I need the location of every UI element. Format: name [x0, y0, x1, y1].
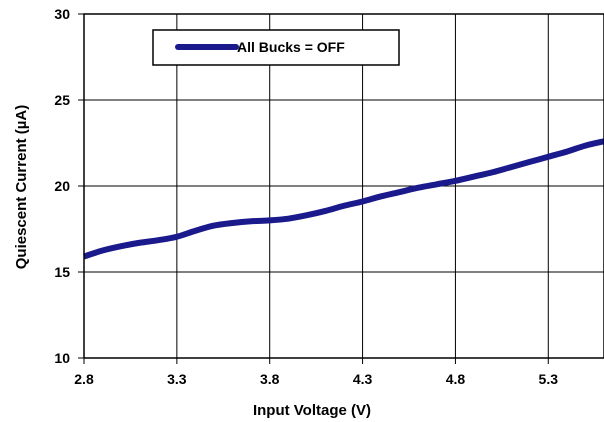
- series-line-all-bucks-off: [83, 138, 604, 260]
- y-tick-label: 10: [54, 350, 70, 366]
- x-tick-label: 3.3: [167, 371, 187, 387]
- x-axis-label: Input Voltage (V): [253, 402, 371, 419]
- y-tick-label: 20: [54, 178, 70, 194]
- y-tick-labels: 10 15 20 25 30: [54, 6, 70, 366]
- x-tick-label: 3.8: [260, 371, 280, 387]
- x-tick-label: 4.8: [446, 371, 466, 387]
- y-tick-label: 25: [54, 92, 70, 108]
- x-tick-labels: 2.8 3.3 3.8 4.3 4.8 5.3: [74, 371, 558, 387]
- x-tick-label: 2.8: [74, 371, 94, 387]
- grid-lines: [78, 13, 604, 364]
- x-tick-label: 4.3: [353, 371, 373, 387]
- y-tick-label: 15: [54, 264, 70, 280]
- legend: All Bucks = OFF: [152, 29, 400, 66]
- x-tick-label: 5.3: [539, 371, 559, 387]
- plot-area-frame: [83, 13, 604, 359]
- y-tick-label: 30: [54, 6, 70, 22]
- y-axis-label: Quiescent Current (µA): [13, 105, 30, 270]
- series-lines: [83, 138, 604, 260]
- legend-label: All Bucks = OFF: [237, 39, 345, 55]
